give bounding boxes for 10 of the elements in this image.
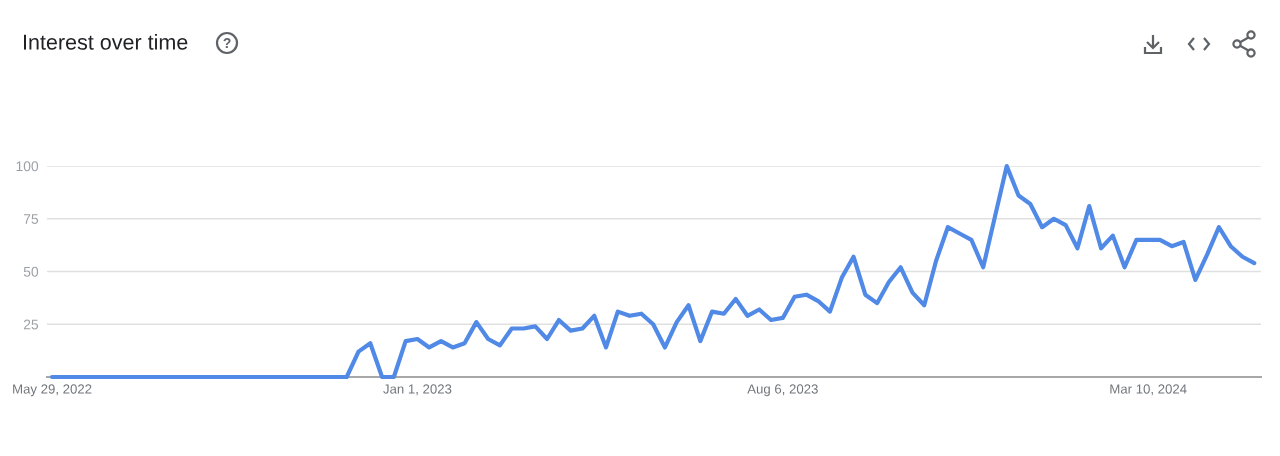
x-tick-label: Jan 1, 2023 xyxy=(383,384,452,396)
chart-title: Interest over time xyxy=(23,33,188,50)
x-tick-label: Aug 6, 2023 xyxy=(747,384,818,397)
x-tick-label: Mar 10, 2024 xyxy=(1110,384,1187,396)
y-tick-label: 75 xyxy=(23,214,39,224)
y-tick-label: 100 xyxy=(16,161,39,172)
y-tick-label: 25 xyxy=(23,319,39,330)
y-tick-label: 50 xyxy=(23,266,39,277)
x-tick-label: May 29, 2022 xyxy=(13,384,92,397)
line-series xyxy=(49,163,1257,380)
